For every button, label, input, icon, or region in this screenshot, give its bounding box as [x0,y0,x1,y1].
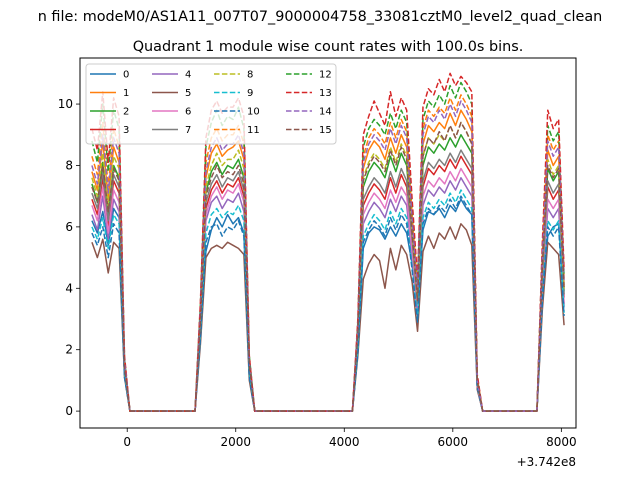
y-tick-label: 2 [65,343,73,357]
series-line-9 [91,189,565,412]
x-tick-label: 4000 [329,435,360,449]
series-line-8 [91,121,565,412]
series-layer [91,72,565,412]
series-line-14 [91,100,565,412]
series-line-2 [91,134,565,412]
legend-label-2: 2 [123,107,129,118]
legend-label-1: 1 [123,88,129,99]
legend-label-7: 7 [185,125,191,136]
legend-label-15: 15 [319,125,332,136]
series-line-0 [91,198,565,412]
y-tick-label: 0 [65,404,73,418]
x-tick-label: 2000 [220,435,251,449]
axes-title: Quadrant 1 module wise count rates with … [133,39,524,55]
legend-label-0: 0 [123,70,129,81]
series-line-3 [91,155,565,412]
figure-suptitle: n file: modeM0/AS1A11_007T07_9000004758_… [38,9,603,25]
series-line-6 [91,167,565,412]
y-tick-label: 6 [65,220,73,234]
x-tick-label: 0 [123,435,131,449]
legend-label-11: 11 [247,125,260,136]
series-line-15 [91,121,565,412]
legend-label-13: 13 [319,88,332,99]
series-line-4 [91,177,565,412]
x-axis-ticks: 0 2000 4000 6000 8000 [123,428,577,449]
y-tick-label: 4 [65,281,73,295]
x-tick-label: 8000 [546,435,577,449]
legend-label-8: 8 [247,70,253,81]
plot-frame [79,57,577,429]
legend-label-14: 14 [319,107,332,118]
x-axis-offset-label: +3.742e8 [517,455,576,469]
legend-label-6: 6 [185,107,191,118]
series-line-5 [91,223,565,412]
series-line-7 [91,149,565,412]
y-axis-ticks: 0 2 4 6 8 10 [58,97,80,418]
legend-label-10: 10 [247,107,260,118]
legend-label-12: 12 [319,70,332,81]
series-line-1 [91,109,565,412]
y-tick-label: 10 [58,97,73,111]
series-line-10 [91,195,565,412]
legend-label-5: 5 [185,88,191,99]
legend-label-9: 9 [247,88,253,99]
y-tick-label: 8 [65,158,73,172]
legend-label-4: 4 [185,70,191,81]
legend-box [85,63,337,145]
x-tick-label: 6000 [438,435,469,449]
legend-label-3: 3 [123,125,129,136]
